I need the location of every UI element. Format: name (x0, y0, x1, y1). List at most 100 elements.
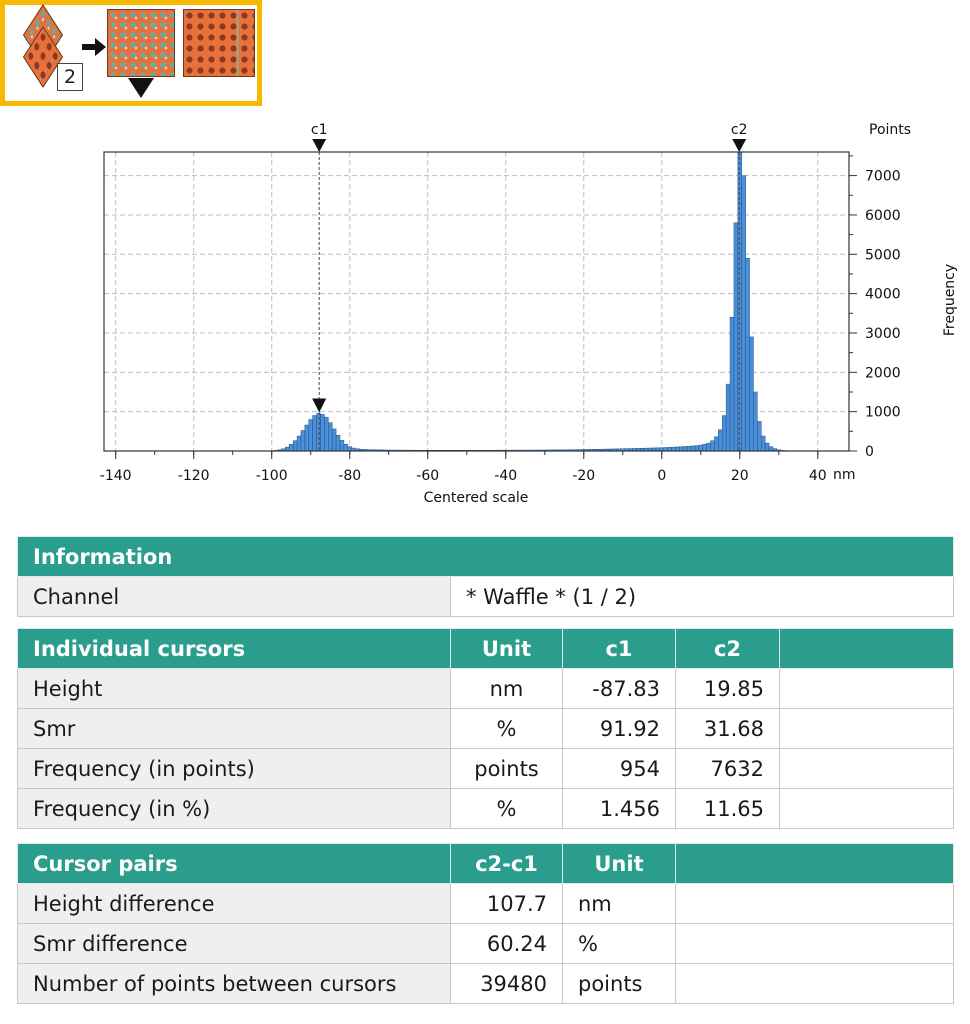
x-tick-label: -80 (338, 468, 361, 484)
row-unit: % (450, 788, 563, 829)
histogram-bar (733, 222, 739, 452)
empty-cell (675, 963, 954, 1004)
empty-cell (779, 748, 954, 789)
surface-texture-icon[interactable] (183, 9, 255, 77)
histogram-bar (764, 442, 770, 452)
cursor-pairs-table: Cursor pairs c2-c1 Unit Height differenc… (17, 843, 954, 1004)
histogram-bar (721, 415, 727, 452)
unit-column-header: Unit (562, 843, 676, 884)
plot-frame (103, 151, 850, 452)
row-c2-value: 31.68 (675, 708, 780, 749)
empty-cell (675, 923, 954, 964)
thumbnail-strip: 2 (0, 0, 262, 106)
x-axis-label: Centered scale (424, 490, 529, 506)
row-unit: % (450, 708, 563, 749)
y-tick-label: 5000 (865, 247, 901, 263)
histogram-bar (690, 445, 696, 452)
cursor-pairs-header: Cursor pairs (17, 843, 451, 884)
cursor-top-triangle (312, 139, 327, 152)
histogram-bar (741, 175, 746, 452)
y-axis-label: Frequency (942, 264, 958, 336)
empty-cell (779, 788, 954, 829)
histogram-bar (753, 391, 758, 452)
histogram-bar (308, 419, 313, 452)
channel-label: Channel (17, 576, 451, 617)
cursor-markers: c1 c2 (311, 122, 748, 451)
individual-cursors-table: Individual cursors Unit c1 c2 Height nm … (17, 628, 954, 829)
histogram-bar (694, 445, 700, 452)
channel-value: * Waffle * (1 / 2) (449, 576, 955, 617)
row-c1-value: 1.456 (562, 788, 676, 829)
row-label: Smr (17, 708, 451, 749)
histogram-bar (347, 446, 352, 452)
y-tick-label: 7000 (865, 169, 901, 185)
histogram-bar (768, 446, 774, 452)
histogram-bar (335, 435, 341, 452)
x-tick-label: 0 (657, 468, 666, 484)
histogram-bar (718, 429, 723, 452)
histogram-bar (320, 414, 325, 452)
histogram-bar (745, 257, 750, 452)
x-tick-label: 40 (809, 468, 827, 484)
cursor-top-triangle (732, 139, 747, 152)
plot-area (104, 152, 849, 451)
row-c1-value: -87.83 (562, 668, 676, 709)
x-tick-label: -100 (256, 468, 288, 484)
x-tick-label: -40 (494, 468, 517, 484)
histogram-bar (316, 413, 321, 452)
table-row: Height difference 107.7 nm (17, 883, 954, 924)
x-tick-label: -140 (100, 468, 132, 484)
individual-cursors-header: Individual cursors (17, 628, 451, 669)
x-tick-labels: -140 -120 -100 -80 -60 -40 -20 0 20 40 (100, 468, 827, 484)
row-unit: points (562, 963, 676, 1004)
histogram-bar (331, 428, 337, 452)
histogram-bar (737, 151, 742, 452)
histogram-bar (710, 440, 715, 452)
chart-axes (103, 151, 857, 459)
table-row: Number of points between cursors 39480 p… (17, 963, 954, 1004)
y-tick-label: 4000 (865, 287, 901, 303)
histogram-bar (749, 336, 754, 452)
layer-stack-icon[interactable]: 2 (11, 4, 83, 91)
row-unit: points (450, 748, 563, 789)
row-unit: nm (562, 883, 676, 924)
y-unit-label: Points (869, 122, 911, 138)
row-value: 39480 (450, 963, 563, 1004)
histogram-bar (289, 444, 294, 452)
row-c2-value: 7632 (675, 748, 780, 789)
histogram-bar (698, 444, 703, 452)
empty-cell (779, 708, 954, 749)
cursor-peak-triangle (312, 398, 327, 413)
histogram-bar (760, 435, 766, 452)
histogram-bar (312, 415, 317, 452)
histogram-chart: c1 c2 -140 -120 -100 -80 -60 -40 -20 0 20 40 0 1000… (100, 122, 958, 506)
empty-header-cell (675, 843, 954, 884)
histogram-bar (757, 421, 762, 452)
unit-column-header: Unit (450, 628, 563, 669)
histogram-bar (702, 444, 707, 452)
row-label: Number of points between cursors (17, 963, 451, 1004)
histogram-bar (343, 444, 349, 452)
histogram-bars (269, 151, 789, 452)
histogram-bar (339, 440, 345, 452)
y-tick-label: 1000 (865, 405, 901, 421)
histogram-bar (675, 446, 680, 452)
c2-column-header: c2 (675, 628, 780, 669)
chart-grid (104, 152, 849, 451)
histogram-bar (729, 316, 735, 452)
histogram-bar (686, 446, 692, 452)
cursor-label: c1 (311, 122, 328, 138)
row-unit: nm (450, 668, 563, 709)
cursor-label: c2 (731, 122, 748, 138)
row-label: Height (17, 668, 451, 709)
surface-texture-icon[interactable] (107, 9, 175, 77)
row-value: 60.24 (450, 923, 563, 964)
row-value: 107.7 (450, 883, 563, 924)
row-c1-value: 91.92 (562, 708, 676, 749)
table-row: Smr difference 60.24 % (17, 923, 954, 964)
row-unit: % (562, 923, 676, 964)
row-c2-value: 19.85 (675, 668, 780, 709)
down-triangle-icon (128, 78, 154, 98)
layer-count-badge: 2 (57, 63, 83, 91)
information-header: Information (16, 536, 955, 577)
